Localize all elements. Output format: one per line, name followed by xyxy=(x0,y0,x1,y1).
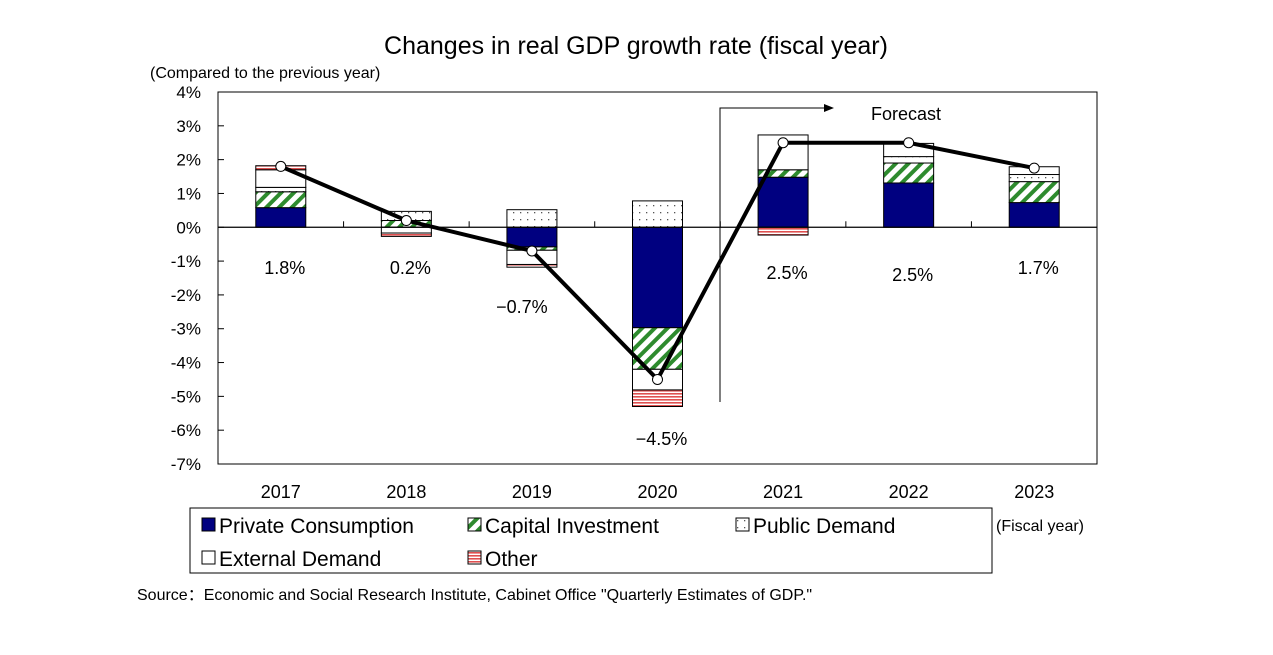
gdp-growth-point xyxy=(275,160,287,172)
forecast-label: Forecast xyxy=(871,104,941,124)
y-tick-label: 1% xyxy=(176,184,201,203)
x-tick-label: 2022 xyxy=(889,482,929,502)
bar-capital-investment xyxy=(1008,181,1060,204)
bar-private-consumption xyxy=(632,226,683,329)
plot-area xyxy=(217,91,1098,465)
legend-swatch xyxy=(201,517,216,532)
y-tick-label: -5% xyxy=(171,387,201,406)
y-tick-label: 3% xyxy=(176,117,201,136)
y-tick-label: 4% xyxy=(176,83,201,102)
legend-swatch xyxy=(467,550,482,565)
source-note: Source：Economic and Social Research Inst… xyxy=(137,587,812,604)
x-tick-label: 2017 xyxy=(261,482,301,502)
legend-swatch xyxy=(201,550,216,565)
x-axis-label: (Fiscal year) xyxy=(996,518,1084,535)
data-label: 0.2% xyxy=(390,258,431,278)
y-tick-label: -1% xyxy=(171,252,201,271)
legend-swatch xyxy=(467,517,482,532)
bar-private-consumption xyxy=(883,182,935,228)
x-tick-label: 2020 xyxy=(637,482,677,502)
bar-other xyxy=(380,232,432,237)
y-tick-label: -2% xyxy=(171,286,201,305)
legend-label: Other xyxy=(485,548,538,571)
bar-public-demand xyxy=(1008,174,1060,183)
legend-label: Private Consumption xyxy=(219,515,414,538)
y-tick-label: 0% xyxy=(176,218,201,237)
gdp-growth-point xyxy=(1028,162,1040,174)
bar-capital-investment xyxy=(883,162,935,184)
y-tick-label: -6% xyxy=(171,421,201,440)
bar-public-demand xyxy=(883,156,935,164)
forecast-arrow-icon xyxy=(824,104,834,112)
gdp-growth-point xyxy=(777,137,789,149)
chart-title: Changes in real GDP growth rate (fiscal … xyxy=(384,32,888,60)
x-tick-label: 2018 xyxy=(386,482,426,502)
bar-private-consumption xyxy=(757,176,809,228)
x-tick-label: 2023 xyxy=(1014,482,1054,502)
data-label: 1.7% xyxy=(1018,258,1059,278)
data-label: −0.7% xyxy=(496,297,548,317)
bar-other xyxy=(506,263,558,268)
x-tick-label: 2019 xyxy=(512,482,552,502)
legend-label: Public Demand xyxy=(753,515,895,538)
bar-external-demand xyxy=(380,226,432,234)
bar-private-consumption xyxy=(255,207,307,228)
forecast-bracket xyxy=(719,107,826,402)
y-axis-label: (Compared to the previous year) xyxy=(150,65,380,82)
bar-other xyxy=(632,389,683,408)
legend-swatch xyxy=(735,517,750,532)
data-label: 1.8% xyxy=(264,258,305,278)
bar-private-consumption xyxy=(506,226,558,248)
data-label: −4.5% xyxy=(636,429,688,449)
y-tick-label: 2% xyxy=(176,151,201,170)
bar-public-demand xyxy=(506,209,558,228)
y-tick-label: -3% xyxy=(171,320,201,339)
data-label: 2.5% xyxy=(767,263,808,283)
legend-label: Capital Investment xyxy=(485,515,659,538)
bar-public-demand xyxy=(632,200,683,228)
gdp-growth-point xyxy=(652,373,663,385)
bar-capital-investment xyxy=(255,191,307,209)
y-tick-label: -7% xyxy=(171,455,201,474)
forecast-marker: Forecast xyxy=(719,104,941,402)
legend-label: External Demand xyxy=(219,548,381,571)
data-label: 2.5% xyxy=(892,265,933,285)
legend: Private Consumption Capital Investment Pub… xyxy=(189,507,993,574)
bar-public-demand xyxy=(255,186,307,193)
gdp-growth-point xyxy=(526,245,538,257)
x-tick-label: 2021 xyxy=(763,482,803,502)
gdp-growth-point xyxy=(903,137,915,149)
gdp-growth-point xyxy=(400,215,412,227)
bar-private-consumption xyxy=(1008,202,1060,228)
y-tick-label: -4% xyxy=(171,354,201,373)
bar-other xyxy=(757,226,809,236)
